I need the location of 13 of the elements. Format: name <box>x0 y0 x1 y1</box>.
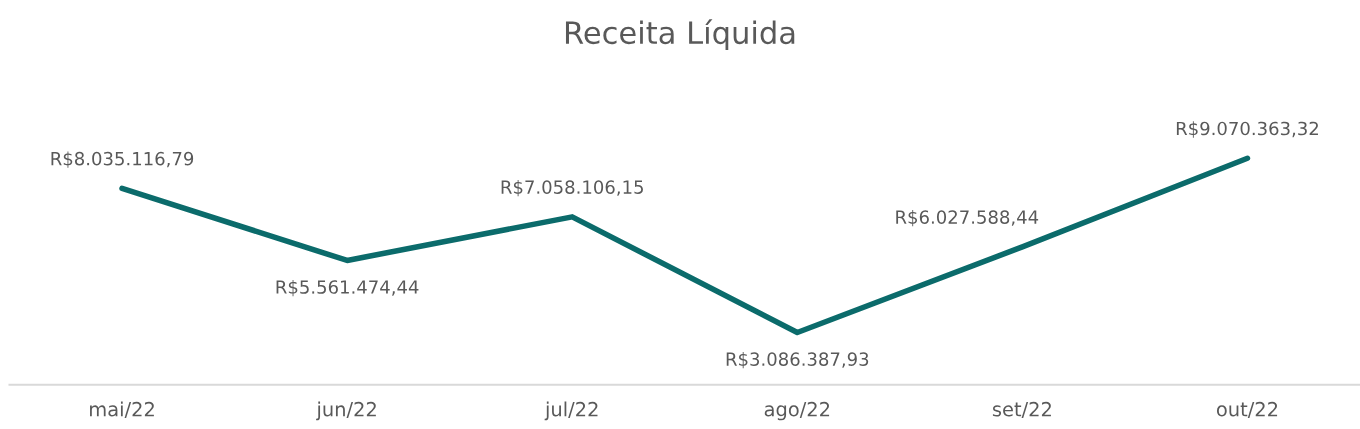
x-tick-label: out/22 <box>1216 401 1278 419</box>
data-label: R$7.058.106,15 <box>501 179 643 197</box>
data-label: R$6.027.588,44 <box>896 209 1039 227</box>
x-tick-label: jul/22 <box>544 401 598 421</box>
data-label: R$5.561.474,44 <box>276 279 419 297</box>
x-tick-label: mai/22 <box>90 401 154 419</box>
data-label: R$3.086.387,93 <box>726 351 869 369</box>
chart-title: Receita Líquida <box>565 19 795 51</box>
x-tick-label: ago/22 <box>764 401 830 421</box>
data-label: R$8.035.116,79 <box>51 151 194 168</box>
x-tick-label: jun/22 <box>316 401 376 421</box>
x-tick-label: set/22 <box>992 401 1051 419</box>
data-label: R$9.070.363,32 <box>1176 121 1318 138</box>
